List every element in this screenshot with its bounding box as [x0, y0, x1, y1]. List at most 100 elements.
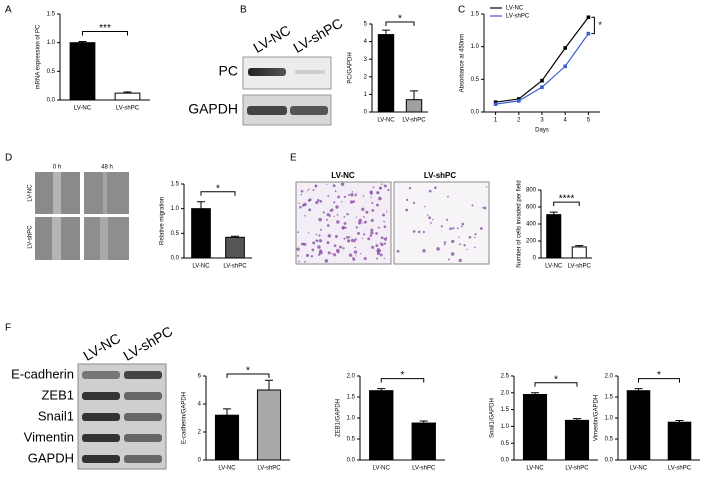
cell [300, 189, 304, 193]
x-tick-label: LV-shPC [223, 264, 247, 270]
cell [342, 247, 345, 250]
y-tick-label: 0 [198, 458, 202, 464]
blot-band [82, 392, 120, 400]
significance: * [216, 183, 220, 194]
cell [334, 235, 338, 239]
cell [336, 220, 340, 224]
cell [379, 253, 383, 257]
error-bar [531, 392, 539, 395]
error-bar [675, 420, 684, 423]
significance: * [598, 20, 602, 30]
x-tick-label: 3 [540, 118, 544, 124]
y-tick-label: 1.0 [47, 40, 56, 46]
cell [385, 236, 388, 239]
legend-label: LV-shPC [506, 14, 530, 20]
cell [354, 246, 357, 249]
cell [301, 242, 304, 245]
error-bar [410, 90, 418, 100]
cell [375, 232, 378, 235]
blot-band [248, 68, 286, 76]
significance: **** [559, 194, 575, 205]
cell [436, 247, 440, 251]
cell [354, 238, 358, 241]
y-tick-label: 600 [526, 205, 537, 211]
scratch-gap [53, 172, 61, 214]
cell [372, 186, 375, 189]
panel-letter: F [5, 323, 11, 334]
cell [363, 216, 365, 218]
cell [468, 235, 472, 239]
cell [354, 194, 357, 197]
cell [343, 195, 346, 198]
cell [312, 189, 315, 192]
cell [348, 236, 351, 238]
cell [341, 201, 343, 203]
cell [380, 236, 384, 240]
cell [332, 184, 336, 188]
cell [319, 228, 322, 231]
error-bar [575, 245, 584, 247]
panel-letter: D [5, 153, 12, 164]
bar [114, 92, 141, 101]
cell [456, 227, 459, 230]
y-axis-label: E-cadherin/GAPDH [182, 392, 188, 444]
cell [312, 241, 316, 245]
y-tick-label: 5 [364, 22, 368, 28]
y-tick-label: 0.5 [501, 441, 510, 447]
protein-label: PC [219, 63, 238, 79]
x-tick-label: LV-NC [74, 106, 92, 112]
cell [363, 233, 366, 236]
cell [299, 206, 302, 209]
x-axis-label: Days [535, 128, 549, 134]
series-line [495, 16, 589, 103]
cell [363, 256, 367, 261]
y-tick-label: 1.5 [605, 395, 614, 401]
cell [450, 252, 455, 256]
marker [517, 97, 521, 101]
cell [370, 228, 374, 232]
image-label: 0 h [53, 165, 61, 171]
protein-label: GAPDH [28, 450, 74, 465]
cell [471, 204, 474, 207]
cell [340, 182, 345, 186]
marker [517, 99, 521, 103]
error-bar [549, 211, 558, 215]
y-axis-label: ZEB1/GAPDH [336, 399, 342, 437]
blot-band [247, 106, 287, 115]
y-tick-label: 0.0 [347, 458, 356, 464]
cell [336, 213, 339, 216]
y-axis-label: PC/GAPDH [348, 52, 354, 83]
cell [451, 239, 455, 244]
cell [383, 184, 387, 188]
significance-bracket [200, 191, 236, 196]
y-tick-label: 2.0 [501, 390, 510, 396]
x-tick-label: LV-shPC [565, 466, 589, 472]
cell [428, 216, 431, 220]
cell [461, 222, 465, 226]
y-axis-label: Snail1/GAPDH [490, 398, 496, 438]
error-bar [419, 420, 428, 424]
y-axis-label: Vimentin/GAPDH [594, 395, 600, 441]
cell [329, 210, 332, 212]
cell [350, 193, 354, 197]
cell [300, 193, 303, 196]
cell [355, 216, 358, 218]
cell [346, 212, 349, 216]
protein-label: GAPDH [188, 101, 238, 117]
cell [428, 189, 432, 193]
bar [377, 34, 395, 113]
cell [483, 206, 487, 210]
bar [546, 214, 562, 259]
cell [466, 248, 468, 251]
significance-bracket [591, 16, 595, 35]
bar [69, 42, 96, 101]
y-tick-label: 0.0 [47, 98, 56, 104]
cell [337, 250, 340, 254]
cell [485, 186, 488, 188]
significance-bracket [385, 21, 415, 26]
cell [371, 208, 375, 212]
cell [343, 237, 346, 240]
y-tick-label: 1.5 [347, 395, 356, 401]
x-tick-label: 1 [494, 118, 498, 124]
